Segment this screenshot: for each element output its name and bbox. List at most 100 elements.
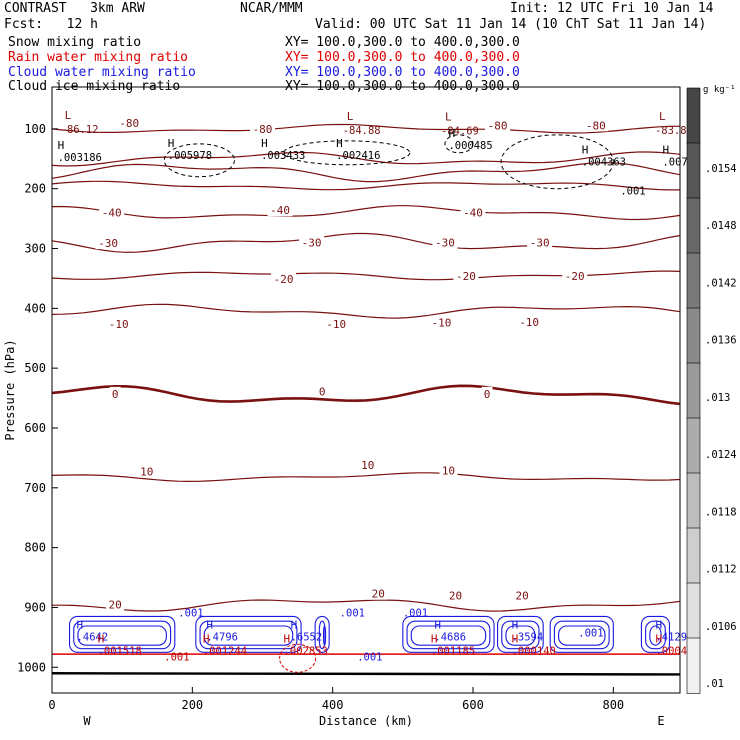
colorbar-label: .0154 bbox=[705, 163, 737, 175]
snow-ice-marker-letter: H bbox=[58, 139, 65, 152]
isotherm-label: 10 bbox=[361, 459, 374, 472]
isotherm-label: 20 bbox=[372, 588, 385, 601]
isotherm-label-bg bbox=[109, 386, 121, 400]
snow-ice-marker-letter: H bbox=[662, 144, 669, 157]
colorbar-label: .0118 bbox=[705, 506, 737, 518]
cloud-water-marker-letter: H bbox=[291, 619, 298, 632]
rain-water-marker-value: .001518 bbox=[98, 645, 142, 657]
isotherm-label-bg bbox=[99, 205, 125, 219]
isotherm-label-bg bbox=[299, 235, 325, 249]
snow-ice-contour bbox=[444, 134, 474, 154]
isotherm-label: -20 bbox=[565, 270, 585, 283]
colorbar-cell bbox=[686, 252, 701, 309]
snow-ice-marker-value: .001 bbox=[620, 185, 645, 197]
isotherm-label: -10 bbox=[431, 317, 451, 330]
cloud-water-contour bbox=[553, 620, 610, 650]
isotherm-label: -80 bbox=[586, 119, 606, 132]
rain-water-marker-letter: H bbox=[512, 632, 519, 645]
cloud-water-contour bbox=[549, 615, 614, 653]
x-tick-label: 600 bbox=[462, 698, 484, 712]
isotherm-label-bg bbox=[323, 316, 349, 330]
rain-water-marker-value: .002853 bbox=[284, 645, 328, 657]
isotherm-label-bg bbox=[583, 118, 609, 132]
isotherm-20 bbox=[52, 599, 681, 612]
isotherm-label-bg bbox=[432, 235, 458, 249]
cloud-water-marker-value: .001 bbox=[578, 627, 603, 639]
valid-time: Valid: 00 UTC Sat 11 Jan 14 (10 ChT Sat … bbox=[315, 17, 707, 32]
isotherm-0 bbox=[51, 384, 681, 406]
rain-water-marker-value: .001244 bbox=[203, 645, 247, 657]
isotherm-minus80 bbox=[51, 123, 681, 134]
colorbar-cell bbox=[686, 142, 701, 199]
cloud-water-contour bbox=[199, 620, 298, 650]
field-label-snow: Snow mixing ratio bbox=[8, 35, 142, 50]
isotherm-label-bg bbox=[516, 315, 542, 329]
snow-ice-marker-letter: H bbox=[261, 137, 268, 150]
isotherm-label: 0 bbox=[484, 388, 491, 401]
rain-water-marker-letter: H bbox=[284, 632, 291, 645]
snow-ice-marker-value: .007 bbox=[662, 157, 687, 169]
isotherm-minus60 bbox=[51, 161, 681, 183]
isotherm-label-bg bbox=[106, 597, 125, 611]
snow-ice-marker-value: .005978 bbox=[168, 150, 212, 162]
y-axis-title: Pressure (hPa) bbox=[3, 339, 17, 440]
cloud-water-marker-value: .001 bbox=[340, 608, 365, 620]
isotherm-label: 20 bbox=[515, 589, 528, 602]
isotherm-label: 0 bbox=[112, 388, 119, 401]
colorbar-cell bbox=[686, 362, 701, 419]
x-tick-label: 400 bbox=[322, 698, 344, 712]
cloud-water-marker-letter: H bbox=[512, 619, 519, 632]
isotherm-label-bg bbox=[527, 235, 553, 249]
forecast-hour: Fcst: 12 h bbox=[4, 17, 98, 32]
y-tick-label: 800 bbox=[24, 541, 46, 555]
snow-ice-marker-letter: H bbox=[448, 127, 455, 140]
cloud-water-contour bbox=[203, 625, 294, 646]
model-title: CONTRAST 3km ARW bbox=[4, 1, 145, 16]
field-label-cloud-ice: Cloud ice mixing ratio bbox=[8, 79, 181, 94]
isotherm-label-bg bbox=[316, 384, 328, 398]
snow-ice-contour bbox=[500, 134, 614, 190]
colorbar-cell bbox=[686, 582, 701, 639]
y-tick-label: 400 bbox=[24, 301, 46, 315]
cloud-water-marker-value: .4642 bbox=[77, 632, 109, 644]
colorbar-label: .0112 bbox=[705, 564, 737, 576]
isotherm-label-bg bbox=[446, 588, 465, 602]
rain-water-marker-letter: H bbox=[655, 632, 662, 645]
cloud-water-contour bbox=[640, 615, 671, 653]
cloud-water-contour bbox=[195, 615, 302, 653]
isotherm-label-bg bbox=[460, 205, 486, 219]
isotherm-label-bg bbox=[106, 316, 132, 330]
isotherm-label-bg bbox=[271, 272, 297, 286]
snow-ice-marker-letter: H bbox=[336, 137, 343, 150]
cloud-water-marker-letter: H bbox=[77, 619, 84, 632]
plot-frame bbox=[51, 86, 681, 694]
isotherm-label-bg bbox=[428, 315, 454, 329]
colorbar-label: .0106 bbox=[705, 621, 737, 633]
colorbar-label: .01 bbox=[705, 678, 724, 690]
isotherm-10 bbox=[51, 472, 681, 483]
cloud-water-contour bbox=[505, 625, 536, 646]
isotherm-label-bg bbox=[485, 118, 511, 132]
temp-low-value: -83.83 bbox=[655, 125, 693, 137]
colorbar-cell bbox=[686, 197, 701, 254]
isotherm-label: -40 bbox=[270, 204, 290, 217]
cloud-water-contour bbox=[402, 615, 495, 653]
snow-ice-marker-value: .003186 bbox=[58, 152, 102, 164]
temp-low-value: -84.69 bbox=[441, 126, 479, 138]
cloud-water-contour bbox=[73, 620, 172, 650]
isotherm-label-bg bbox=[137, 464, 156, 478]
isotherm-label: -40 bbox=[102, 207, 122, 220]
cloud-water-contour bbox=[410, 625, 487, 646]
cloud-water-contour bbox=[322, 625, 327, 646]
isotherm-label: -10 bbox=[109, 318, 129, 331]
y-tick-label: 600 bbox=[24, 421, 46, 435]
isotherm-label: -10 bbox=[519, 316, 539, 329]
field-label-cloud-water: Cloud water mixing ratio bbox=[8, 65, 196, 80]
cloud-water-marker-value: .001 bbox=[178, 608, 203, 620]
isotherm-label: 0 bbox=[319, 385, 326, 398]
cloud-water-marker-value: .4686 bbox=[434, 632, 466, 644]
isotherm-label: 10 bbox=[442, 464, 455, 477]
cloud-water-contour bbox=[314, 615, 330, 653]
snow-ice-contour bbox=[163, 143, 235, 178]
